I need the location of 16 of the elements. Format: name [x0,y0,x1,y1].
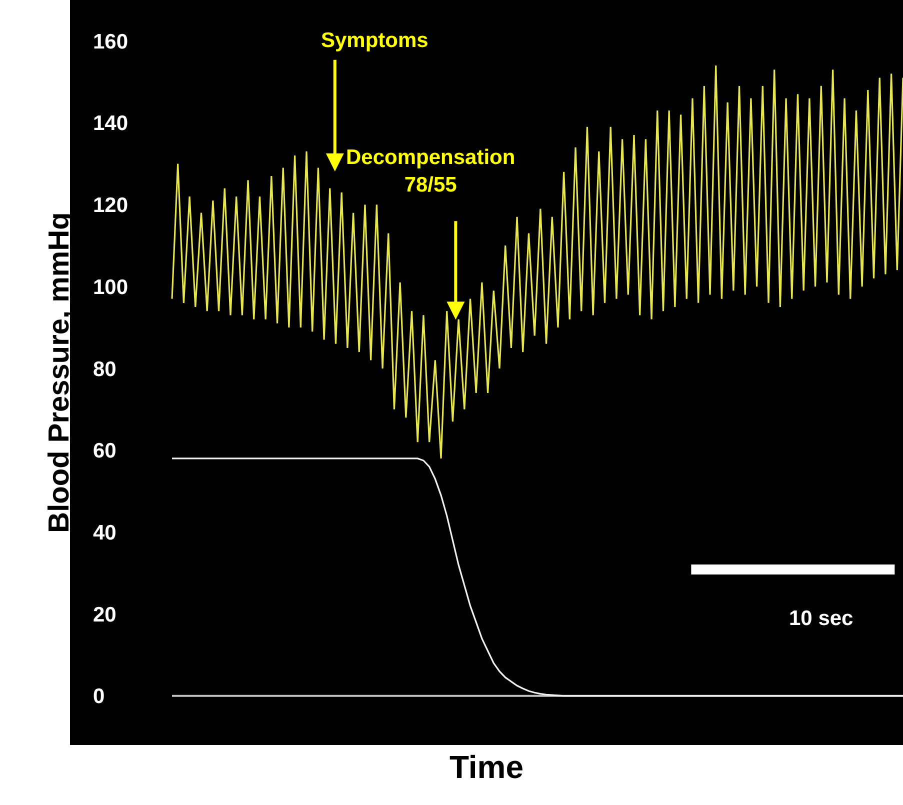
y-tick-label: 40 [93,521,116,544]
annotation: Decompensation 78/55 [346,146,516,196]
line-series [171,64,903,460]
annotation: Symptoms [321,29,428,52]
line-series [171,458,903,697]
y-tick-label: 100 [93,276,128,299]
y-tick-label: 120 [93,194,128,218]
x-axis-title: Time [449,748,524,785]
y-tick-label: 60 [93,440,116,463]
y-tick-label: 20 [93,603,116,626]
y-axis-title: Blood Pressure, mmHg [43,212,76,533]
y-tick-label: 160 [93,30,128,54]
y-tick-label: 80 [93,358,116,381]
annotation: 10 sec [789,607,854,630]
y-tick-label: 140 [93,112,128,136]
y-tick-label: 0 [93,685,105,708]
